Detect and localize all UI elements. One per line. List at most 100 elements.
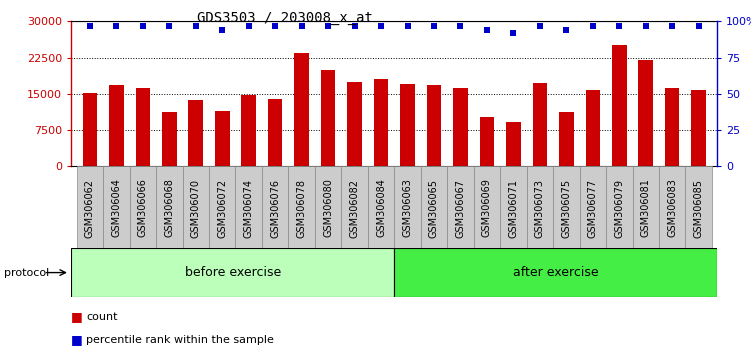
Bar (162, 112, 176, 166)
Text: count: count (86, 312, 118, 322)
Bar (189, 100, 203, 166)
Point (375, 23, 387, 28)
Point (322, 23, 334, 28)
Bar (559, 112, 574, 166)
Text: GSM306066: GSM306066 (138, 179, 148, 238)
Text: percentile rank within the sample: percentile rank within the sample (86, 335, 274, 345)
Bar (586, 90, 600, 166)
Text: GDS3503 / 203008_x_at: GDS3503 / 203008_x_at (198, 11, 373, 25)
Bar (368, 166, 394, 248)
Text: GSM306073: GSM306073 (535, 179, 545, 238)
Point (587, 23, 599, 28)
Bar (156, 166, 182, 248)
Bar (342, 166, 368, 248)
Text: GSM306075: GSM306075 (561, 179, 572, 238)
Point (640, 23, 652, 28)
Point (216, 27, 228, 33)
Point (454, 23, 466, 28)
Bar (209, 166, 236, 248)
Bar (638, 60, 653, 166)
Text: GSM306063: GSM306063 (403, 179, 412, 238)
Point (534, 23, 546, 28)
Point (481, 27, 493, 33)
Point (666, 23, 678, 28)
Bar (506, 122, 520, 166)
Bar (447, 166, 474, 248)
Text: GSM306065: GSM306065 (429, 179, 439, 238)
Point (269, 23, 281, 28)
Text: GSM306081: GSM306081 (641, 179, 650, 238)
Point (296, 23, 308, 28)
Text: GSM306071: GSM306071 (508, 179, 518, 238)
Bar (215, 111, 230, 166)
Point (110, 23, 122, 28)
Bar (665, 87, 680, 166)
Text: ■: ■ (71, 310, 83, 323)
Point (84, 23, 96, 28)
Point (508, 30, 520, 36)
Point (560, 27, 572, 33)
Text: GSM306085: GSM306085 (694, 179, 704, 238)
Bar (394, 166, 421, 248)
Bar (262, 166, 288, 248)
Bar (686, 166, 712, 248)
Bar (453, 88, 468, 166)
Text: GSM306082: GSM306082 (349, 179, 360, 238)
Bar (400, 84, 415, 166)
Bar (288, 166, 315, 248)
Point (692, 23, 704, 28)
Bar (580, 166, 606, 248)
Bar (480, 117, 494, 166)
Text: GSM306078: GSM306078 (297, 179, 306, 238)
Bar (474, 166, 500, 248)
Text: GSM306074: GSM306074 (243, 179, 254, 238)
Point (348, 23, 360, 28)
Bar (612, 45, 626, 166)
Bar (182, 166, 209, 248)
Bar (130, 166, 156, 248)
Text: GSM306068: GSM306068 (164, 179, 174, 238)
Bar (532, 83, 547, 166)
Text: protocol: protocol (4, 268, 49, 278)
Point (190, 23, 202, 28)
Bar (109, 85, 124, 166)
Point (428, 23, 440, 28)
Text: GSM306062: GSM306062 (85, 179, 95, 238)
Point (402, 23, 414, 28)
Bar (236, 166, 262, 248)
Bar (241, 95, 256, 166)
Text: GSM306067: GSM306067 (455, 179, 466, 238)
Bar (135, 88, 150, 166)
Text: GSM306069: GSM306069 (482, 179, 492, 238)
Text: GSM306077: GSM306077 (588, 179, 598, 238)
Bar (606, 166, 632, 248)
Bar (347, 82, 362, 166)
Bar (315, 166, 342, 248)
Bar (374, 79, 388, 166)
Text: GSM306080: GSM306080 (323, 179, 333, 238)
Text: GSM306076: GSM306076 (270, 179, 280, 238)
Bar (294, 53, 309, 166)
Bar (71, 248, 394, 297)
Bar (394, 248, 717, 297)
Point (163, 23, 175, 28)
Text: GSM306064: GSM306064 (111, 179, 122, 238)
Bar (421, 166, 447, 248)
Bar (77, 166, 103, 248)
Text: ■: ■ (71, 333, 83, 346)
Bar (268, 99, 282, 166)
Bar (83, 93, 97, 166)
Text: before exercise: before exercise (185, 266, 281, 279)
Bar (632, 166, 659, 248)
Text: GSM306070: GSM306070 (191, 179, 201, 238)
Point (614, 23, 626, 28)
Bar (659, 166, 686, 248)
Bar (526, 166, 553, 248)
Bar (427, 85, 442, 166)
Point (243, 23, 255, 28)
Text: GSM306079: GSM306079 (614, 179, 624, 238)
Text: after exercise: after exercise (513, 266, 599, 279)
Text: GSM306083: GSM306083 (667, 179, 677, 238)
Text: GSM306072: GSM306072 (217, 179, 228, 238)
Bar (321, 70, 336, 166)
